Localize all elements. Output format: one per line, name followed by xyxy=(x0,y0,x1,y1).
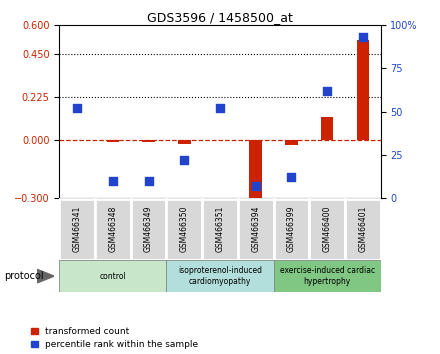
Point xyxy=(252,183,259,189)
FancyBboxPatch shape xyxy=(202,199,238,259)
Text: GSM466394: GSM466394 xyxy=(251,206,260,252)
Bar xyxy=(143,141,155,142)
Bar xyxy=(106,141,119,142)
Text: GSM466341: GSM466341 xyxy=(73,206,82,252)
Text: GSM466400: GSM466400 xyxy=(323,206,332,252)
Point xyxy=(145,178,152,184)
Text: GSM466351: GSM466351 xyxy=(216,206,224,252)
Point xyxy=(110,178,117,184)
FancyBboxPatch shape xyxy=(95,199,131,259)
Point xyxy=(216,105,224,111)
Bar xyxy=(71,140,84,141)
Text: isoproterenol-induced
cardiomyopathy: isoproterenol-induced cardiomyopathy xyxy=(178,266,262,286)
Point xyxy=(359,34,366,40)
FancyBboxPatch shape xyxy=(59,199,95,259)
FancyBboxPatch shape xyxy=(274,260,381,292)
Text: GSM466350: GSM466350 xyxy=(180,206,189,252)
FancyBboxPatch shape xyxy=(166,199,202,259)
Bar xyxy=(249,141,262,206)
Bar xyxy=(285,141,297,145)
Point xyxy=(74,105,81,111)
Text: GSM466348: GSM466348 xyxy=(108,206,117,252)
Polygon shape xyxy=(37,269,54,283)
FancyBboxPatch shape xyxy=(309,199,345,259)
Point xyxy=(288,175,295,180)
Legend: transformed count, percentile rank within the sample: transformed count, percentile rank withi… xyxy=(31,327,198,349)
Bar xyxy=(356,40,369,141)
FancyBboxPatch shape xyxy=(274,199,309,259)
Text: exercise-induced cardiac
hypertrophy: exercise-induced cardiac hypertrophy xyxy=(279,266,374,286)
FancyBboxPatch shape xyxy=(59,260,166,292)
Point xyxy=(181,157,188,163)
Text: GSM466401: GSM466401 xyxy=(358,206,367,252)
Bar xyxy=(214,140,226,141)
Bar xyxy=(321,117,334,141)
FancyBboxPatch shape xyxy=(131,199,166,259)
Bar xyxy=(178,141,191,144)
FancyBboxPatch shape xyxy=(166,260,274,292)
Text: GSM466399: GSM466399 xyxy=(287,206,296,252)
FancyBboxPatch shape xyxy=(238,199,274,259)
Text: control: control xyxy=(99,272,126,281)
Text: GSM466349: GSM466349 xyxy=(144,206,153,252)
FancyBboxPatch shape xyxy=(345,199,381,259)
Title: GDS3596 / 1458500_at: GDS3596 / 1458500_at xyxy=(147,11,293,24)
Text: protocol: protocol xyxy=(4,271,44,281)
Point xyxy=(323,88,330,93)
